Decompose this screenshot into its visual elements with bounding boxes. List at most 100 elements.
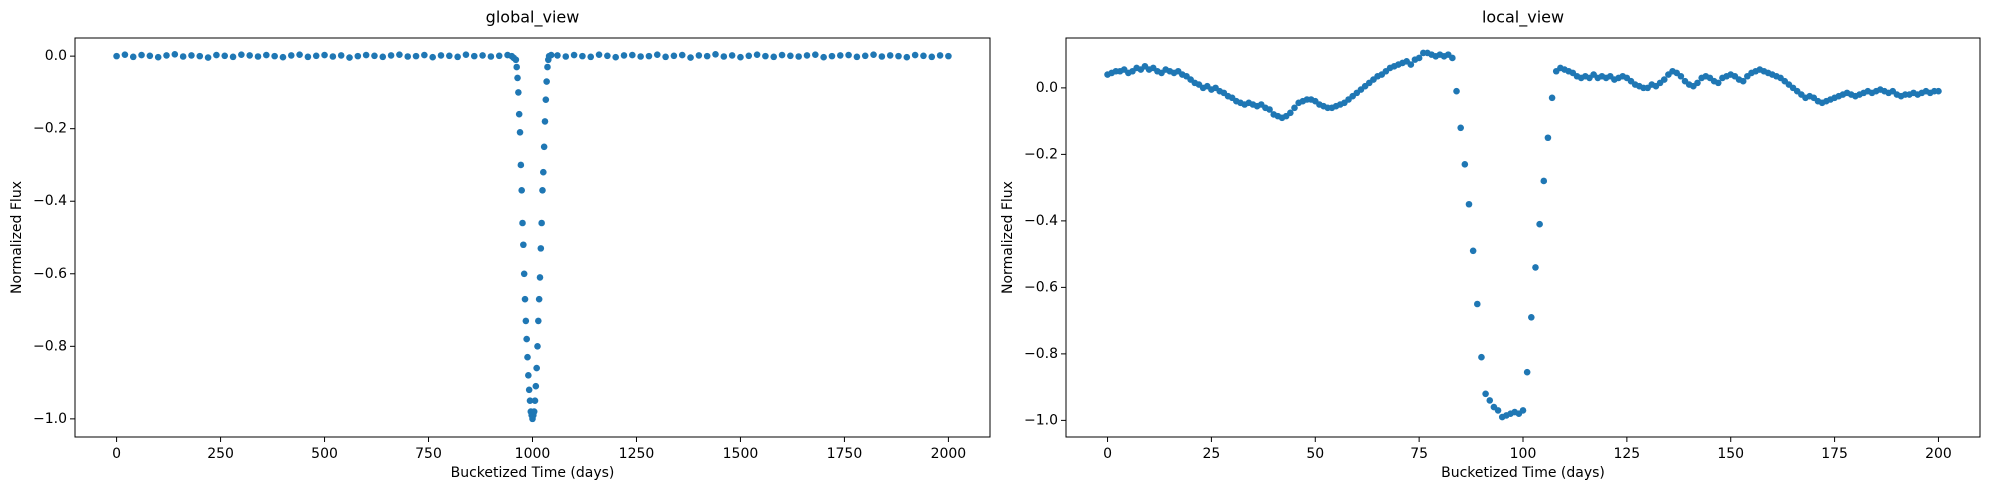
data-point <box>287 52 295 59</box>
data-point <box>670 52 678 60</box>
data-point <box>870 51 877 58</box>
data-point <box>121 51 129 58</box>
data-point <box>1469 247 1477 255</box>
data-point <box>770 53 778 61</box>
x-tick-label: 1250 <box>619 446 655 462</box>
data-point <box>612 53 619 61</box>
axes-frame <box>74 37 991 438</box>
data-point <box>454 53 461 61</box>
data-point <box>845 51 852 59</box>
data-point <box>745 52 753 60</box>
data-point <box>196 52 204 60</box>
data-point <box>920 52 927 60</box>
data-point <box>703 52 711 60</box>
data-point <box>543 78 550 85</box>
data-point <box>911 51 919 59</box>
data-point <box>470 52 478 60</box>
data-point <box>936 52 944 59</box>
data-point <box>678 51 686 59</box>
data-point <box>521 295 529 303</box>
data-point <box>523 335 530 343</box>
data-point <box>540 168 547 176</box>
y-tick-label: −0.4 <box>33 193 67 209</box>
y-tick-label: 0.0 <box>45 48 67 64</box>
data-point <box>820 53 827 61</box>
data-point <box>629 51 636 59</box>
data-point <box>534 343 541 350</box>
x-tick-label: 125 <box>1613 446 1640 462</box>
data-point <box>1739 77 1747 85</box>
data-point <box>1486 397 1494 404</box>
x-tick-label: 500 <box>311 446 338 462</box>
data-point <box>544 63 551 71</box>
data-point <box>513 63 520 71</box>
data-point <box>522 317 530 325</box>
data-point <box>853 53 861 61</box>
data-point <box>1694 79 1701 87</box>
data-point <box>271 52 278 60</box>
data-point <box>421 51 428 59</box>
data-point <box>229 53 237 61</box>
data-point <box>539 187 546 194</box>
data-point <box>1465 200 1473 208</box>
data-point <box>296 51 303 58</box>
data-point <box>404 53 412 60</box>
data-point <box>279 53 287 61</box>
x-tick-label: 2000 <box>931 446 967 462</box>
x-tick-label: 0 <box>112 446 121 462</box>
y-axis-label: Normalized Flux <box>9 181 25 294</box>
data-point <box>354 52 362 60</box>
data-point <box>1474 300 1481 308</box>
data-point <box>515 110 523 118</box>
data-point <box>803 52 811 59</box>
data-point <box>179 53 187 60</box>
data-point <box>519 219 526 227</box>
data-point <box>531 397 539 405</box>
data-point <box>154 53 162 61</box>
data-point <box>337 52 345 59</box>
data-point <box>945 52 952 60</box>
y-tick-label: 0.0 <box>1036 80 1058 96</box>
data-point <box>446 52 453 60</box>
y-axis-label: Normalized Flux <box>1000 181 1016 294</box>
data-point <box>535 295 543 303</box>
data-point <box>541 118 549 125</box>
data-point <box>604 52 611 60</box>
data-point <box>362 51 370 59</box>
data-point <box>1478 353 1485 361</box>
data-point <box>1291 104 1298 112</box>
data-point <box>213 51 220 59</box>
data-point <box>535 317 542 325</box>
data-point <box>620 52 628 59</box>
data-point <box>1677 72 1685 80</box>
data-point <box>1714 79 1722 87</box>
y-tick-label: −0.6 <box>33 266 67 282</box>
data-point <box>1461 161 1469 168</box>
x-tick-label: 25 <box>1202 446 1220 462</box>
data-point <box>637 53 644 60</box>
x-tick-label: 250 <box>207 446 234 462</box>
data-point <box>778 51 786 59</box>
data-point <box>526 397 534 405</box>
data-point <box>1528 314 1535 321</box>
x-tick-label: 1000 <box>515 446 551 462</box>
data-point <box>1407 61 1415 68</box>
data-point <box>379 53 387 61</box>
x-tick-label: 75 <box>1410 446 1428 462</box>
data-point <box>163 52 170 59</box>
y-tick-label: −0.2 <box>1024 146 1058 162</box>
data-point <box>487 53 495 60</box>
data-point <box>263 51 270 59</box>
x-tick-label: 175 <box>1821 446 1848 462</box>
data-point <box>1519 407 1527 414</box>
data-point <box>520 241 527 249</box>
data-point <box>1453 87 1460 95</box>
data-point <box>812 51 819 58</box>
data-point <box>878 53 886 60</box>
y-tick-label: −1.0 <box>33 411 67 427</box>
data-point <box>886 52 894 59</box>
data-point <box>515 89 522 96</box>
data-point <box>712 51 719 58</box>
data-point <box>645 52 653 60</box>
